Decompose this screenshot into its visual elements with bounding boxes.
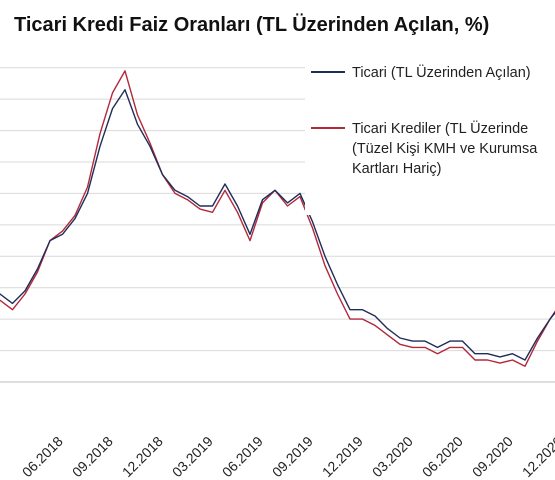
x-tick-label: 06.2018 xyxy=(19,433,66,480)
x-tick-label: 12.2020 xyxy=(519,433,555,480)
legend-background xyxy=(305,55,555,215)
x-tick-label: 09.2020 xyxy=(469,433,516,480)
legend-label-ticari-krediler-line-2: (Tüzel Kişi KMH ve Kurumsa xyxy=(352,141,538,157)
x-tick-label: 09.2018 xyxy=(69,433,116,480)
series-line-ticari-krediler xyxy=(0,70,555,367)
x-tick-label: 12.2018 xyxy=(119,433,166,480)
legend-label-ticari-krediler-line-3: Kartları Hariç) xyxy=(352,161,441,177)
legend: Ticari (TL Üzerinden Açılan) Ticari Kred… xyxy=(305,55,555,215)
x-tick-label: 06.2019 xyxy=(219,433,266,480)
series-lines xyxy=(0,70,555,367)
chart-title: Ticari Kredi Faiz Oranları (TL Üzerinden… xyxy=(14,14,490,36)
legend-label-ticari: Ticari (TL Üzerinden Açılan) xyxy=(352,63,531,81)
x-tick-label: 06.2020 xyxy=(419,433,466,480)
x-tick-label: 12.2019 xyxy=(319,433,366,480)
x-tick-label: 03.2019 xyxy=(169,433,216,480)
x-axis-tick-labels: 806.201809.201812.201803.201906.201909.2… xyxy=(19,433,555,480)
series-line-ticari xyxy=(0,88,555,361)
x-tick-label: 09.2019 xyxy=(269,433,316,480)
legend-label-ticari-krediler-line-1: Ticari Krediler (TL Üzerinde xyxy=(352,119,528,137)
x-tick-label: 03.2020 xyxy=(369,433,416,480)
